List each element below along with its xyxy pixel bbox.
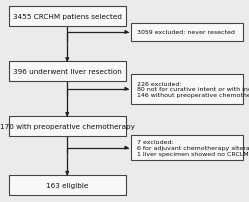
FancyBboxPatch shape [9,116,126,136]
FancyBboxPatch shape [131,75,243,104]
Text: 3455 CRCHM patiens selected: 3455 CRCHM patiens selected [13,14,122,20]
FancyBboxPatch shape [9,7,126,27]
Text: 396 underwent liver resection: 396 underwent liver resection [13,69,122,75]
FancyBboxPatch shape [9,175,126,195]
Text: 3059 excluded: never resected: 3059 excluded: never resected [137,30,235,35]
Text: 170 with preoperative chemotherapy: 170 with preoperative chemotherapy [0,123,135,129]
FancyBboxPatch shape [131,24,243,41]
Text: 226 excluded:
80 not for curative intent or with incomplete resection
146 withou: 226 excluded: 80 not for curative intent… [137,81,249,98]
FancyBboxPatch shape [131,135,243,161]
Text: 163 eligible: 163 eligible [46,182,88,188]
Text: 7 excluded:
6 for adjuvant chemotherapy alteration
1 liver specimen showed no CR: 7 excluded: 6 for adjuvant chemotherapy … [137,140,249,156]
FancyBboxPatch shape [9,62,126,82]
